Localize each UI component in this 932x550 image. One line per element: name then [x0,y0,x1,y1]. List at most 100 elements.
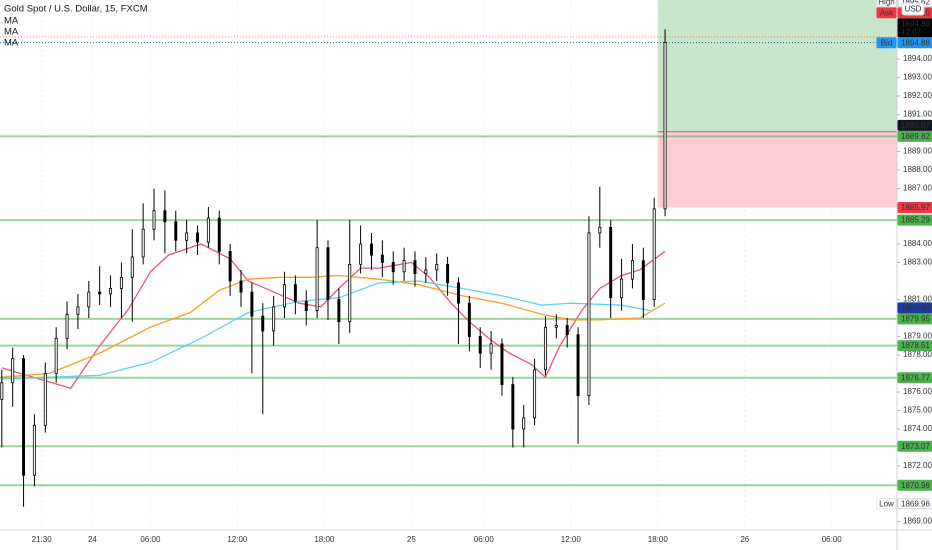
legend-entry[interactable]: MA [4,38,19,49]
price-label: 1873.07 [901,442,930,451]
candle-body [533,369,537,419]
candle-body [489,343,493,354]
candle-body [348,263,352,323]
y-tick-label: 1891.00 [903,110,932,119]
candle-body [185,232,189,241]
y-tick-label: 1878.00 [903,350,932,359]
candle-body [369,243,373,256]
currency-box[interactable] [901,2,925,16]
price-tag-box [876,0,897,8]
candle-body [283,284,286,308]
y-tick-label: 1876.00 [903,387,932,396]
candle-body [609,226,613,299]
price-tag-box [876,37,897,49]
candle-body [174,221,178,241]
currency[interactable]: USD [905,5,922,14]
candle-body [217,217,221,252]
x-tick-label: 18:00 [314,535,335,544]
price-label: 1889.82 [901,132,930,141]
candle-body [652,208,656,300]
chart-title: Gold Spot / U.S. Dollar, 15, FXCM [4,4,148,15]
candle-body [402,260,406,273]
x-tick-label: 18:00 [648,535,669,544]
price-label: 1885.29 [901,216,930,225]
legend-entry[interactable]: MA [4,16,19,27]
price-label-box [897,119,932,131]
y-tick-label: 1894.00 [903,54,932,63]
candle-body [630,260,634,280]
price-label-box [897,302,932,314]
price-label: 1885.97 [901,203,930,212]
price-label: 1880.44 [901,304,930,313]
candle-body [228,251,232,282]
countdown: 12:07 [901,27,922,36]
candle-body [163,210,167,223]
price-label-box [897,340,932,352]
y-tick-label: 1892.00 [903,91,932,100]
price-tag-box [876,7,897,19]
candle-body [43,373,47,426]
x-tick-label: 06:00 [822,535,843,544]
candle-body [65,313,69,339]
candle-body [663,41,667,210]
y-tick-label: 1872.00 [903,461,932,470]
price-tag-box [876,498,897,510]
y-tick-label: 1874.00 [903,424,932,433]
candle-body [380,254,384,263]
candle-body [11,358,15,384]
candle-body [304,300,308,312]
candle-body [522,417,526,430]
candle-body [141,228,145,258]
price-label: 1894.88 [901,38,930,47]
y-tick-label: 1893.00 [903,73,932,82]
candle-body [424,269,428,275]
candle-body [326,247,330,300]
candle-body [467,302,471,337]
y-tick-label: 1883.00 [903,258,932,267]
candle-body [119,276,123,289]
y-tick-label: 1879.00 [903,332,932,341]
legend-entry[interactable]: MA [4,27,19,38]
price-label-box [897,313,932,325]
candle-body [261,315,265,332]
candle-body [130,256,134,278]
x-tick-label: 26 [740,535,749,544]
candle-body [32,424,36,476]
candle-body [359,243,363,265]
candle-body [0,382,4,400]
profit-zone [657,0,897,132]
candle-body [293,284,297,302]
x-tick-label: 24 [88,535,97,544]
y-tick-label: 1887.00 [903,184,932,193]
candle-body [576,334,580,397]
candle-body [620,278,624,299]
price-label-box [897,440,932,452]
candle-body [337,299,341,323]
candle-body [478,336,482,354]
candle-body [54,337,58,374]
y-tick-label: 1875.00 [903,406,932,415]
candle-body [500,343,504,385]
y-tick-label: 1869.00 [903,517,932,526]
price-label: 1879.95 [901,315,930,324]
candle-body [446,263,450,284]
price-label-box [897,18,932,38]
candle-body [152,210,156,230]
candle-body [87,291,91,308]
candle-body [76,306,80,315]
candle-body [22,358,26,476]
price-tag: Low [879,499,894,508]
x-tick-label: 12:00 [227,535,248,544]
y-tick-label: 1889.00 [903,147,932,156]
candle-body [587,232,591,397]
candle-body [206,217,210,243]
price-tag: Bid [881,38,893,47]
y-tick-label: 1881.00 [903,295,932,304]
y-tick-label: 1888.00 [903,165,932,174]
candle-body [272,306,276,332]
price-tag: Ask [880,8,894,17]
price-label-box [897,479,932,491]
ma-line [1,274,666,378]
candle-body [435,263,439,271]
candle-body [641,260,645,300]
